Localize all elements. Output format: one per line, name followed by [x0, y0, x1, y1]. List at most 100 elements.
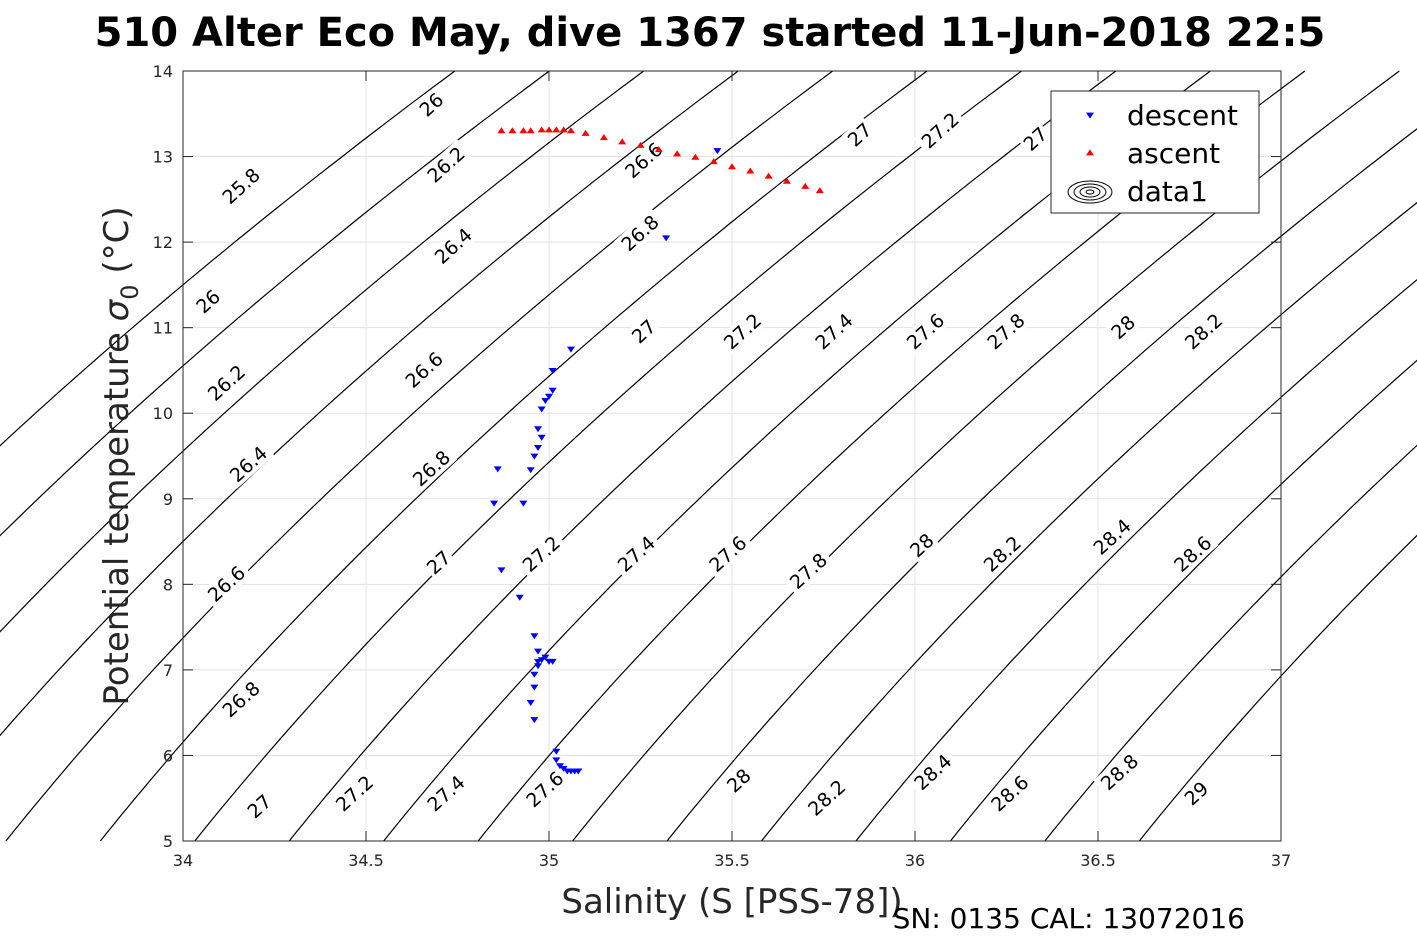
- descent-point: [530, 633, 539, 640]
- y-tick-label: 8: [163, 575, 173, 594]
- descent-point: [530, 671, 539, 678]
- descent-point: [534, 658, 543, 665]
- contour-label-bg: [222, 438, 275, 489]
- ascent-point: [801, 182, 810, 189]
- y-axis-label-unit: (°C): [97, 206, 137, 284]
- ascent-point: [566, 127, 575, 134]
- density-contour: [761, 201, 1417, 842]
- density-contour: [383, 70, 1211, 842]
- contour-label-bg: [899, 306, 952, 357]
- contour-label-bg: [716, 306, 769, 357]
- contour-label-bg: [1085, 511, 1138, 562]
- descent-point: [526, 700, 535, 706]
- contour-label-bg: [610, 528, 663, 579]
- ascent-point: [537, 126, 546, 133]
- density-contour: [1044, 444, 1417, 842]
- density-contour: [949, 359, 1417, 842]
- legend-marker-descent: [1086, 112, 1094, 119]
- contour-label-bg: [983, 768, 1036, 819]
- descent-point: [534, 445, 543, 452]
- contour-label-bg: [1166, 528, 1219, 579]
- descent-point: [548, 368, 557, 375]
- descent-point: [537, 434, 546, 441]
- density-contour: [0, 70, 645, 633]
- contour-label-bg: [841, 116, 878, 152]
- ascent-point: [552, 126, 561, 133]
- descent-point: [534, 426, 543, 433]
- descent-point: [566, 346, 575, 353]
- descent-point: [574, 768, 583, 775]
- descent-point: [713, 148, 722, 155]
- y-tick-label: 13: [153, 148, 173, 167]
- contour-label-bg: [200, 558, 253, 609]
- y-tick-label: 5: [163, 832, 173, 851]
- x-tick-label: 36.5: [1080, 851, 1116, 870]
- serial-calibration-footer: SN: 0135 CAL: 13072016: [893, 902, 1245, 935]
- contour-label-bg: [625, 313, 662, 349]
- ascent-point: [581, 129, 590, 136]
- contour-label-bg: [800, 772, 853, 823]
- ascent-point: [654, 146, 663, 153]
- contour-label-bg: [1093, 746, 1146, 797]
- contour-label-bg: [617, 135, 670, 185]
- contour-label-bg: [328, 768, 381, 819]
- contour-label-bg: [419, 768, 472, 819]
- contour-label-bg: [214, 160, 267, 211]
- y-tick-label: 6: [163, 746, 173, 765]
- contour-label-bg: [979, 306, 1032, 357]
- ascent-point: [673, 150, 682, 157]
- legend-label-ascent: ascent: [1127, 137, 1220, 170]
- descent-point: [497, 567, 506, 574]
- descent-point: [541, 397, 550, 404]
- contour-label-bg: [419, 139, 472, 190]
- contour-label-bg: [720, 762, 757, 798]
- contour-label-bg: [405, 443, 458, 493]
- legend-marker-ascent: [1086, 149, 1094, 156]
- legend-label-descent: descent: [1127, 99, 1238, 132]
- ascent-point: [599, 134, 608, 141]
- contour-label-bg: [903, 527, 940, 563]
- ascent-point: [728, 163, 736, 170]
- y-axis-label-sigma: σ: [97, 298, 137, 321]
- contour-label-bg: [1177, 306, 1230, 357]
- ascent-point: [497, 127, 506, 134]
- y-tick-label: 9: [163, 490, 173, 509]
- contour-label: 28.6: [1166, 528, 1219, 579]
- ascent-point: [691, 153, 700, 160]
- descent-point: [530, 453, 539, 460]
- descent-point: [519, 500, 528, 507]
- x-axis-label: Salinity (S [PSS-78]): [561, 882, 902, 922]
- ascent-point: [764, 172, 773, 179]
- density-contour: [0, 70, 456, 447]
- descent-point: [526, 467, 535, 474]
- contour-label-bg: [420, 544, 457, 580]
- y-tick-label: 14: [153, 62, 173, 81]
- descent-point: [534, 663, 543, 670]
- x-tick-label: 35: [539, 851, 559, 870]
- contour-label-bg: [807, 306, 860, 357]
- contour-label-bg: [906, 746, 959, 797]
- legend-entries: descent ascent data1: [1067, 99, 1238, 208]
- x-tick-label: 37: [1271, 851, 1291, 870]
- contour-label-bg: [701, 528, 754, 579]
- contour-label-bg: [1178, 775, 1214, 811]
- contour-label-bg: [427, 220, 480, 271]
- density-contour: [666, 128, 1417, 842]
- descent-point: [530, 684, 539, 691]
- contour-label-bg: [241, 788, 277, 824]
- contour-label-bg: [1017, 121, 1053, 157]
- density-contour: [1138, 534, 1417, 842]
- contour-label-bg: [913, 105, 966, 156]
- descent-point: [515, 594, 524, 601]
- descent-point: [537, 657, 546, 664]
- contour-label-bg: [413, 86, 449, 122]
- descent-point: [541, 654, 550, 661]
- descent-point: [552, 757, 561, 764]
- density-contour: [99, 70, 928, 842]
- contour-label-bg: [782, 545, 835, 596]
- descent-point: [537, 406, 546, 413]
- ascent-point: [526, 127, 535, 134]
- x-tick-label: 34.5: [348, 851, 384, 870]
- series-ascent: [497, 126, 824, 194]
